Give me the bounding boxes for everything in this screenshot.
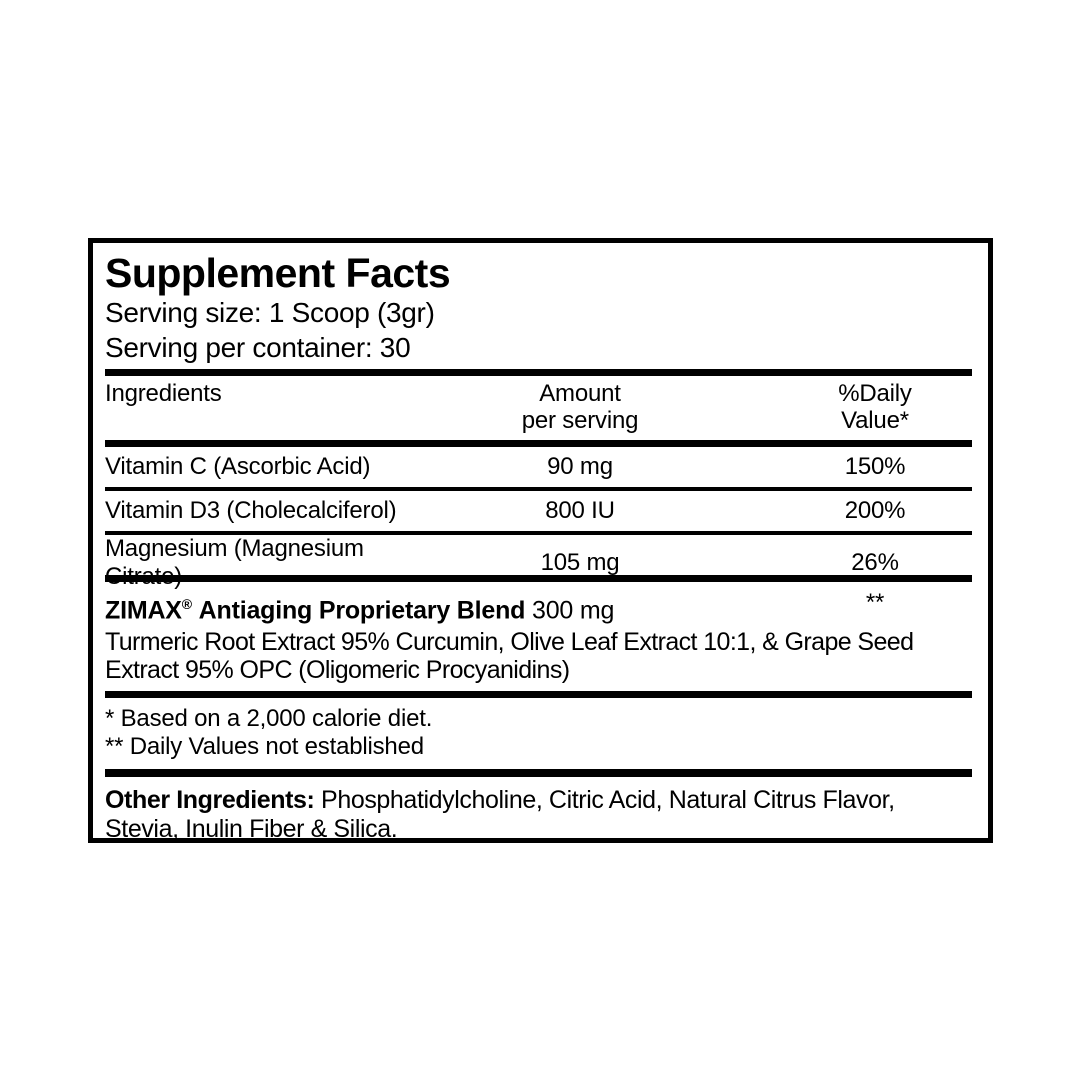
table-row-vitamin-c: Vitamin C (Ascorbic Acid) 90 mg 150% [105, 447, 972, 487]
column-header-amount: Amount per serving [521, 380, 639, 434]
other-ingredients-list: Phosphatidylcholine, Citric Acid, Natura… [105, 786, 895, 843]
blend-description: Turmeric Root Extract 95% Curcumin, Oliv… [105, 628, 972, 684]
blend-name-rest: Antiaging Proprietary Blend [198, 596, 526, 625]
footnotes: * Based on a 2,000 calorie diet. ** Dail… [105, 705, 972, 761]
blend-amount: 300 mg [532, 596, 615, 625]
table-row-magnesium: Magnesium (Magnesium Citrate) 105 mg 26% [105, 535, 972, 590]
blend-daily-value: ** [865, 589, 885, 616]
serving-size: Serving size: 1 Scoop (3gr) [105, 297, 435, 328]
table-header-row: Ingredients Amount per serving %Daily Va… [105, 376, 972, 440]
table-row-vitamin-d3: Vitamin D3 (Cholecalciferol) 800 IU 200% [105, 491, 972, 531]
ingredient-name: Vitamin D3 (Cholecalciferol) [105, 497, 397, 524]
ingredient-daily-value: 200% [844, 497, 906, 524]
blend-name: ZIMAX [105, 596, 182, 625]
ingredient-amount: 105 mg [540, 549, 620, 576]
ingredient-amount: 90 mg [547, 453, 613, 480]
panel-title: Supplement Facts [105, 250, 451, 296]
section-divider-bar [105, 369, 972, 376]
other-ingredients: Other Ingredients: Phosphatidylcholine, … [105, 786, 972, 843]
row-divider [105, 487, 972, 491]
footnote-daily-values: ** Daily Values not established [105, 733, 424, 761]
blend-name-and-amount: ZIMAX® Antiaging Proprietary Blend 300 m… [105, 588, 725, 626]
supplement-facts-panel: Supplement Facts Serving size: 1 Scoop (… [88, 238, 993, 843]
blend-description-line-1: Turmeric Root Extract 95% Curcumin, Oliv… [105, 628, 914, 657]
column-header-ingredients: Ingredients [105, 380, 222, 407]
serving-info: Serving size: 1 Scoop (3gr) Serving per … [105, 295, 972, 365]
footnote-calorie-diet: * Based on a 2,000 calorie diet. [105, 705, 433, 733]
ingredient-daily-value: 26% [851, 549, 899, 576]
registered-trademark-symbol: ® [181, 596, 192, 612]
section-divider-bar [105, 440, 972, 447]
servings-per-container: Serving per container: 30 [105, 332, 411, 363]
ingredient-name: Magnesium (Magnesium Citrate) [105, 535, 364, 590]
section-divider-bar [105, 769, 972, 778]
ingredient-amount: 800 IU [545, 497, 615, 524]
proprietary-blend-heading: ZIMAX® Antiaging Proprietary Blend 300 m… [105, 588, 972, 626]
column-header-daily-value: %Daily Value* [838, 380, 912, 434]
ingredient-name: Vitamin C (Ascorbic Acid) [105, 453, 371, 480]
ingredient-daily-value: 150% [844, 453, 906, 480]
section-divider-bar [105, 575, 972, 582]
section-divider-bar [105, 691, 972, 699]
blend-description-line-2: Extract 95% OPC (Oligomeric Procyanidins… [105, 656, 570, 685]
other-ingredients-label: Other Ingredients: [105, 786, 315, 815]
row-divider [105, 531, 972, 535]
